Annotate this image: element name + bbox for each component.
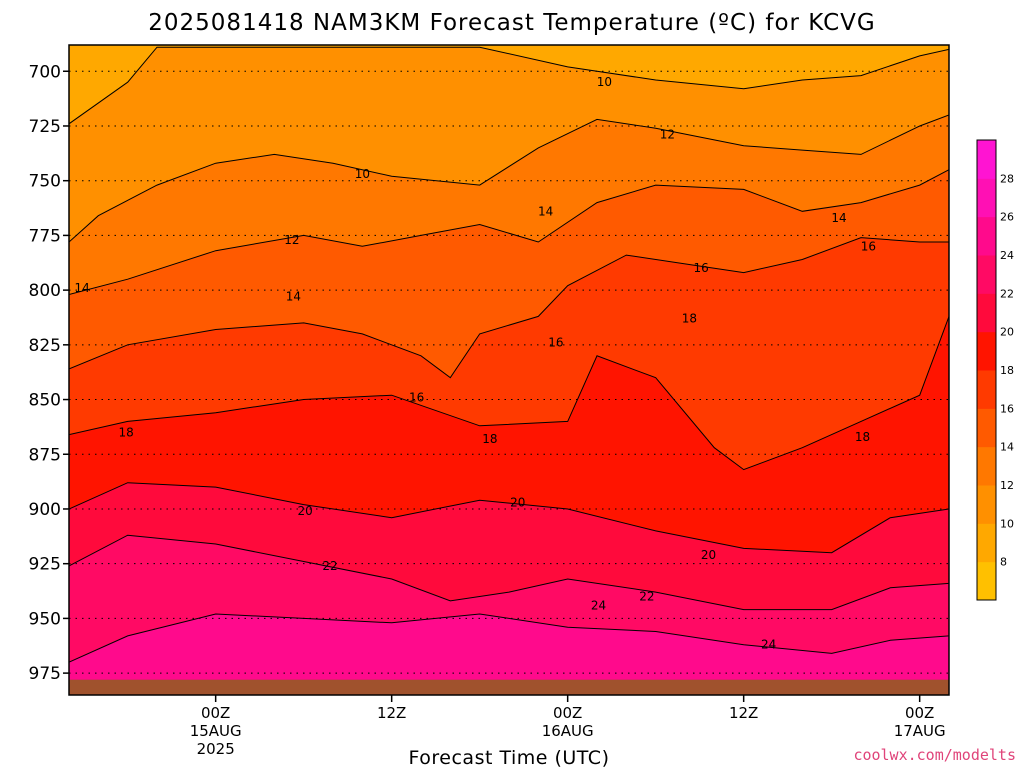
- contour-label: 24: [761, 638, 776, 652]
- isotherm-12: [69, 114, 949, 243]
- contour-label: 16: [548, 336, 563, 350]
- y-tick-label: 875: [29, 445, 61, 465]
- isotherm-20: [69, 482, 949, 554]
- contour-label: 20: [297, 504, 312, 518]
- isotherm-24: [69, 613, 949, 663]
- colorbar-tick-label: 20: [1000, 326, 1014, 339]
- y-tick-label: 900: [29, 500, 61, 520]
- temperature-band-20-22: [69, 482, 949, 610]
- x-axis-label: Forecast Time (UTC): [409, 747, 610, 768]
- contour-label: 14: [286, 290, 301, 304]
- x-tick-label: 15AUG: [190, 722, 242, 740]
- y-tick-label: 925: [29, 555, 61, 575]
- contour-labels: 10 10 12 12 14 14 14 14 16 16 16 16 18 18 18 18 20 20 20 22…: [75, 75, 876, 651]
- y-tick-label: 750: [29, 172, 61, 192]
- plot-frame: [68, 44, 950, 696]
- temperature-bands: [69, 45, 949, 695]
- contour-label: 20: [701, 548, 716, 562]
- ground-layer: [69, 679, 949, 695]
- y-tick-label: 975: [29, 664, 61, 684]
- colorbar-swatch-28: [977, 140, 996, 179]
- colorbar-swatch-6: [977, 561, 996, 601]
- colorbar-swatch-12: [977, 446, 996, 486]
- colorbar-tick-label: 10: [1000, 517, 1014, 530]
- colorbar-tick-label: 28: [1000, 172, 1014, 185]
- contour-label: 10: [597, 75, 612, 89]
- temperature-band-16-18: [69, 237, 949, 470]
- y-tick-label: 825: [29, 336, 61, 356]
- contour-label: 22: [322, 559, 337, 573]
- ground-surface: [69, 679, 949, 695]
- isotherm-lines: [69, 46, 949, 663]
- isotherm-22: [69, 534, 949, 611]
- colorbar: 8 10 12 14 16 18 20 22 24 26 28: [976, 139, 1014, 601]
- temperature-band-12-14: [69, 115, 949, 295]
- isotherm-16: [69, 237, 949, 379]
- colorbar-tick-label: 12: [1000, 479, 1014, 492]
- colorbar-swatch-20: [977, 293, 996, 333]
- contour-label: 18: [682, 312, 697, 326]
- contour-label: 18: [119, 425, 134, 439]
- x-tick-label: 12Z: [729, 704, 758, 722]
- colorbar-tick-label: 24: [1000, 249, 1014, 262]
- contour-label: 20: [510, 495, 525, 509]
- contour-label: 14: [75, 281, 90, 295]
- contour-label: 12: [284, 233, 299, 247]
- colorbar-tick-label: 16: [1000, 402, 1014, 415]
- x-tick-label: 17AUG: [894, 722, 946, 740]
- contour-label: 16: [861, 239, 876, 253]
- colorbar-swatch-24: [977, 216, 996, 256]
- contour-label: 22: [639, 590, 654, 604]
- y-tick-label: 950: [29, 609, 61, 629]
- temperature-band-22-24: [69, 535, 949, 663]
- colorbar-tick-label: 8: [1000, 556, 1007, 569]
- colorbar-tick-label: 26: [1000, 211, 1014, 224]
- y-axis: 700 725 750 775 800 825 850 875 900 925 950 975: [29, 62, 69, 684]
- credit-link[interactable]: coolwx.com/modelts: [853, 746, 1016, 764]
- colorbar-frame: [976, 139, 997, 601]
- chart-title: 2025081418 NAM3KM Forecast Temperature (…: [148, 10, 875, 36]
- contour-label: 18: [855, 430, 870, 444]
- contour-label: 16: [693, 261, 708, 275]
- contour-label: 24: [591, 598, 606, 612]
- colorbar-swatch-10: [977, 485, 996, 524]
- isotherm-14: [69, 169, 949, 295]
- x-tick-label: 00Z: [201, 704, 230, 722]
- colorbar-swatch-14: [977, 408, 996, 448]
- x-tick-label: 16AUG: [542, 722, 594, 740]
- x-tick-label: 00Z: [553, 704, 582, 722]
- colorbar-tick-label: 22: [1000, 287, 1014, 300]
- y-tick-label: 800: [29, 281, 61, 301]
- x-tick-label: 12Z: [377, 704, 406, 722]
- colorbar-tick-label: 18: [1000, 364, 1014, 377]
- temperature-band-18-20: [69, 316, 949, 553]
- contour-label: 16: [409, 390, 424, 404]
- isotherm-10: [69, 46, 949, 125]
- y-tick-label: 700: [29, 62, 61, 82]
- contour-label: 10: [355, 167, 370, 181]
- colorbar-tick-label: 14: [1000, 441, 1014, 454]
- contour-label: 14: [831, 211, 846, 225]
- contour-label: 14: [538, 204, 553, 218]
- x-tick-label: 00Z: [905, 704, 934, 722]
- temperature-band-above-24: [69, 614, 949, 695]
- contour-label: 12: [660, 128, 675, 142]
- isotherm-18: [69, 316, 949, 471]
- colorbar-swatch-8: [977, 523, 996, 563]
- temperature-band-below-10: [69, 45, 949, 124]
- colorbar-swatch-22: [977, 255, 996, 294]
- y-tick-label: 850: [29, 391, 61, 411]
- temperature-band-14-16: [69, 169, 949, 378]
- colorbar-swatch-16: [977, 370, 996, 409]
- y-tick-label: 725: [29, 117, 61, 137]
- contour-label: 18: [482, 432, 497, 446]
- colorbar-swatch-26: [977, 178, 996, 218]
- y-tick-label: 775: [29, 226, 61, 246]
- temperature-band-10-12: [69, 47, 949, 243]
- x-tick-label: 2025: [197, 740, 235, 758]
- colorbar-swatch-18: [977, 331, 996, 371]
